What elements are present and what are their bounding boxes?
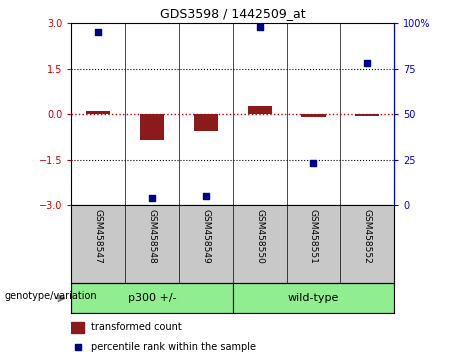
Text: wild-type: wild-type <box>288 293 339 303</box>
Bar <box>233 283 394 313</box>
Bar <box>71 283 233 313</box>
Text: percentile rank within the sample: percentile rank within the sample <box>91 342 256 352</box>
Point <box>310 161 317 166</box>
Point <box>256 24 263 29</box>
Text: genotype/variation: genotype/variation <box>5 291 97 302</box>
Bar <box>71 322 84 333</box>
Text: GSM458547: GSM458547 <box>94 209 103 264</box>
Text: GSM458550: GSM458550 <box>255 209 264 264</box>
Point <box>74 344 82 350</box>
Bar <box>194 114 218 131</box>
Text: GSM458548: GSM458548 <box>148 209 157 264</box>
Text: GSM458552: GSM458552 <box>363 209 372 264</box>
Text: transformed count: transformed count <box>91 322 182 332</box>
Point <box>95 29 102 35</box>
Text: p300 +/-: p300 +/- <box>128 293 177 303</box>
Bar <box>248 105 272 114</box>
Bar <box>140 114 164 140</box>
Point <box>202 193 210 199</box>
Point <box>148 195 156 201</box>
Bar <box>301 114 325 116</box>
Text: GSM458549: GSM458549 <box>201 209 210 264</box>
Title: GDS3598 / 1442509_at: GDS3598 / 1442509_at <box>160 7 306 21</box>
Text: GSM458551: GSM458551 <box>309 209 318 264</box>
Bar <box>355 114 379 116</box>
Point <box>364 60 371 66</box>
Bar <box>86 110 111 114</box>
